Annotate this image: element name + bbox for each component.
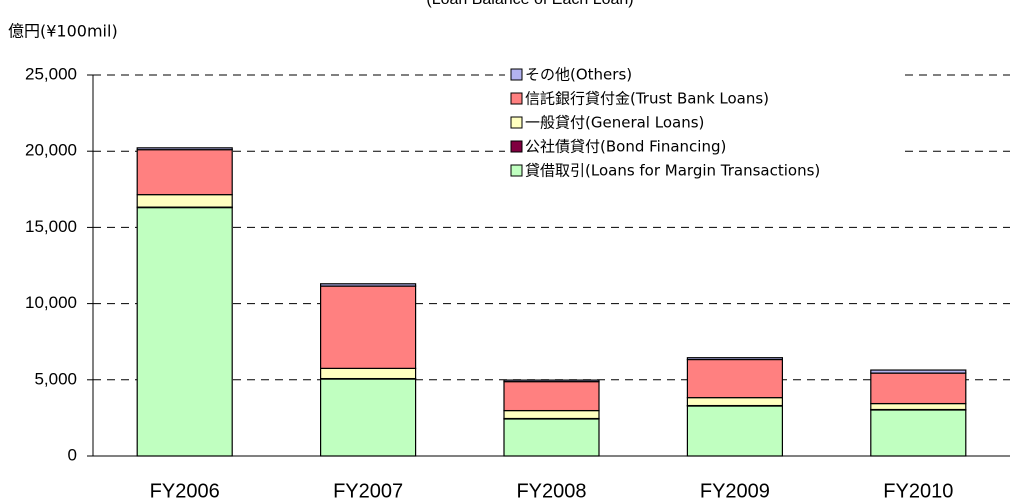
bar-segment	[686, 357, 784, 361]
bar-segment	[686, 358, 784, 399]
legend-swatch	[510, 140, 523, 153]
legend-label: その他(Others)	[525, 66, 632, 84]
bar-segment	[503, 379, 600, 383]
bar-segment	[870, 402, 967, 411]
legend-swatch	[510, 68, 523, 81]
y-tick-label: 25,000	[25, 64, 77, 83]
x-tick-label: FY2008	[516, 480, 586, 501]
legend-box	[505, 61, 905, 193]
bar-segment	[870, 369, 967, 374]
y-tick-label: 15,000	[25, 217, 77, 236]
legend-swatch	[510, 92, 523, 105]
y-tick-label: 5,000	[34, 369, 77, 388]
legend-label: 信託銀行貸付金(Trust Bank Loans)	[525, 90, 769, 108]
y-tick-label: 0	[68, 445, 77, 464]
y-tick-label: 20,000	[25, 141, 77, 160]
legend-swatch	[510, 116, 523, 129]
bar-segment	[320, 378, 417, 457]
legend-label: 貸借取引(Loans for Margin Transactions)	[525, 162, 820, 180]
chart-title: (Loan Balance of Each Loan)	[426, 0, 633, 8]
x-tick-label: FY2006	[150, 480, 220, 501]
bar-segment	[320, 367, 417, 380]
y-axis-label: 億円(¥100mil)	[8, 22, 118, 41]
bar-segment	[686, 397, 784, 407]
bar-segment	[686, 405, 784, 457]
legend-label: 公社債貸付(Bond Financing)	[525, 138, 726, 156]
bar-segment	[136, 194, 233, 208]
bar-segment	[503, 418, 600, 457]
x-tick-label: FY2009	[700, 480, 770, 501]
bar-segment	[136, 149, 233, 196]
bar-segment	[503, 381, 600, 412]
legend-label: 一般貸付(General Loans)	[525, 114, 704, 132]
bar-segment	[136, 147, 233, 151]
bar-segment	[136, 206, 233, 457]
bar-segment	[320, 285, 417, 369]
x-tick-label: FY2010	[883, 480, 953, 501]
bar-segment	[870, 409, 967, 457]
bar-segment	[320, 283, 417, 287]
bar-segment	[503, 409, 600, 420]
legend-swatch	[510, 164, 523, 177]
x-tick-label: FY2007	[333, 480, 403, 501]
bar-segment	[870, 372, 967, 405]
y-tick-label: 10,000	[25, 293, 77, 312]
